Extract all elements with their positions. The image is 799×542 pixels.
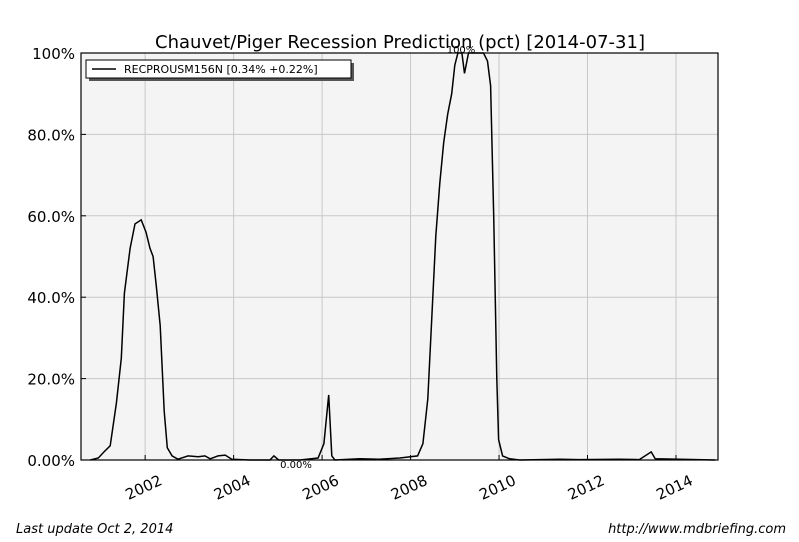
x-tick-label: 2008	[388, 471, 430, 503]
legend: RECPROUSM156N [0.34% +0.22%]	[85, 59, 354, 81]
y-tick-label: 0.00%	[27, 452, 75, 470]
annotation: 0.00%	[280, 460, 312, 471]
x-tick-label: 2002	[123, 471, 165, 503]
x-tick-label: 2010	[477, 471, 519, 503]
y-tick-label: 40.0%	[27, 289, 75, 307]
footer-right: http://www.mdbriefing.com	[608, 522, 786, 537]
plot-area	[81, 53, 718, 460]
chart-title: Chauvet/Piger Recession Prediction (pct)…	[155, 32, 645, 53]
annotation: 100%	[447, 45, 476, 56]
x-tick-label: 2012	[565, 471, 607, 503]
x-tick-label: 2006	[300, 471, 342, 503]
legend-label: RECPROUSM156N [0.34% +0.22%]	[124, 63, 318, 76]
y-tick-label: 60.0%	[27, 208, 75, 226]
x-tick-label: 2014	[653, 471, 695, 503]
y-tick-label: 100%	[32, 45, 75, 63]
y-tick-label: 80.0%	[27, 126, 75, 144]
legend-box	[85, 59, 352, 79]
footer-left: Last update Oct 2, 2014	[16, 522, 173, 537]
plot-frame	[80, 52, 719, 461]
y-tick-label: 20.0%	[27, 371, 75, 389]
x-tick-label: 2004	[211, 471, 253, 503]
